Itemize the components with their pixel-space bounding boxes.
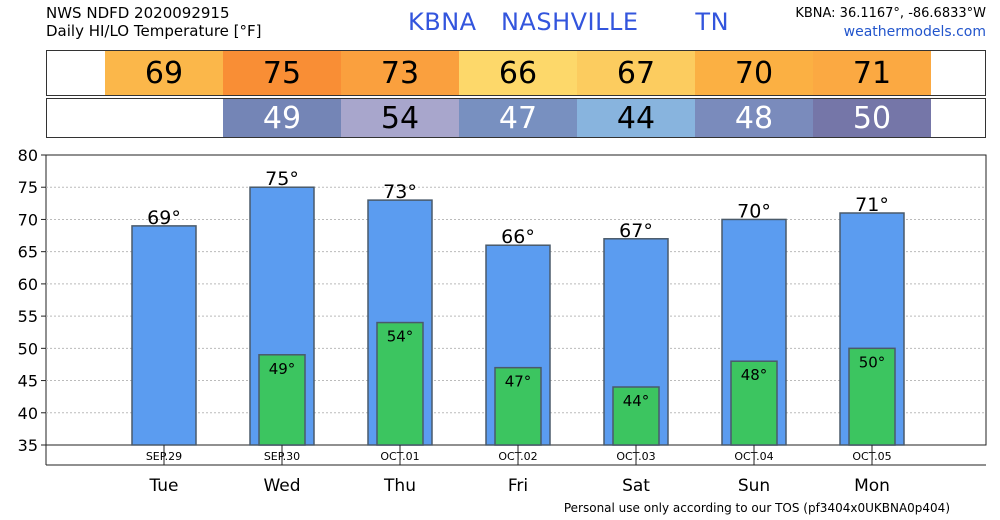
high-temp-cell-sat: 67 bbox=[577, 51, 695, 95]
high-temp-cell-mon: 71 bbox=[813, 51, 931, 95]
low-temp-cell-mon: 50 bbox=[813, 99, 931, 137]
x-weekday-label-6: Mon bbox=[854, 476, 890, 496]
product-title: Daily HI/LO Temperature [°F] bbox=[46, 22, 262, 40]
high-temp-cell-fri: 66 bbox=[459, 51, 577, 95]
low-bar-label-sat: 44° bbox=[623, 392, 650, 410]
low-bar-fri bbox=[494, 366, 542, 446]
chart-header-right: KBNA: 36.1167°, -86.6833°W weathermodels… bbox=[795, 4, 986, 42]
low-temp-cell-sun: 48 bbox=[695, 99, 813, 137]
y-tick-label-70: 70 bbox=[18, 210, 38, 229]
low-bar-thu bbox=[376, 321, 424, 446]
y-tick-label-65: 65 bbox=[18, 243, 38, 262]
y-tick-label-60: 60 bbox=[18, 275, 38, 294]
footer-disclaimer: Personal use only according to our TOS (… bbox=[563, 501, 950, 515]
y-tick-label-35: 35 bbox=[18, 436, 38, 455]
low-bar-wed bbox=[258, 354, 306, 446]
y-tick-label-45: 45 bbox=[18, 372, 38, 391]
y-tick-label-75: 75 bbox=[18, 178, 38, 197]
high-bar-label-mon: 71° bbox=[855, 194, 889, 216]
chart-header-left: NWS NDFD 2020092915 Daily HI/LO Temperat… bbox=[46, 4, 262, 40]
high-bar-label-tue: 69° bbox=[147, 207, 181, 229]
x-weekday-label-5: Sun bbox=[738, 476, 770, 496]
low-temp-cell-fri: 47 bbox=[459, 99, 577, 137]
y-tick-label-40: 40 bbox=[18, 404, 38, 423]
low-temp-cell-sat: 44 bbox=[577, 99, 695, 137]
y-tick-label-50: 50 bbox=[18, 339, 38, 358]
station-title: KBNA NASHVILLE TN bbox=[408, 8, 730, 36]
low-bar-label-fri: 47° bbox=[505, 373, 532, 391]
high-temperature-strip: 69 75 73 66 67 70 71 bbox=[46, 50, 986, 96]
x-weekday-label-4: Sat bbox=[622, 476, 650, 496]
x-weekday-label-0: Tue bbox=[148, 476, 178, 496]
high-bar-tue bbox=[131, 225, 197, 446]
high-bar-label-wed: 75° bbox=[265, 168, 299, 190]
high-bar-label-fri: 66° bbox=[501, 226, 535, 248]
y-tick-label-80: 80 bbox=[18, 146, 38, 165]
low-bar-sun bbox=[730, 360, 778, 446]
high-bar-label-thu: 73° bbox=[383, 181, 417, 203]
low-temp-cell-thu: 54 bbox=[341, 99, 459, 137]
high-temp-cell-tue: 69 bbox=[105, 51, 223, 95]
low-temp-cell-wed: 49 bbox=[223, 99, 341, 137]
x-weekday-label-2: Thu bbox=[383, 476, 416, 496]
high-bar-label-sat: 67° bbox=[619, 220, 653, 242]
low-bar-label-thu: 54° bbox=[387, 328, 414, 346]
high-temp-cell-wed: 75 bbox=[223, 51, 341, 95]
high-bar-label-sun: 70° bbox=[737, 200, 771, 222]
low-temperature-strip: 49 54 47 44 48 50 bbox=[46, 98, 986, 138]
low-bar-sat bbox=[612, 386, 660, 446]
x-weekday-label-3: Fri bbox=[508, 476, 528, 496]
product-line: NWS NDFD 2020092915 bbox=[46, 4, 230, 22]
x-weekday-label-1: Wed bbox=[263, 476, 300, 496]
low-bar-label-sun: 48° bbox=[741, 366, 768, 384]
low-bar-label-wed: 49° bbox=[269, 360, 296, 378]
high-temp-cell-thu: 73 bbox=[341, 51, 459, 95]
station-coordinates: KBNA: 36.1167°, -86.6833°W bbox=[795, 6, 986, 21]
y-tick-label-55: 55 bbox=[18, 307, 38, 326]
low-bar-label-mon: 50° bbox=[859, 353, 886, 371]
site-link[interactable]: weathermodels.com bbox=[843, 24, 986, 40]
high-temp-cell-sun: 70 bbox=[695, 51, 813, 95]
